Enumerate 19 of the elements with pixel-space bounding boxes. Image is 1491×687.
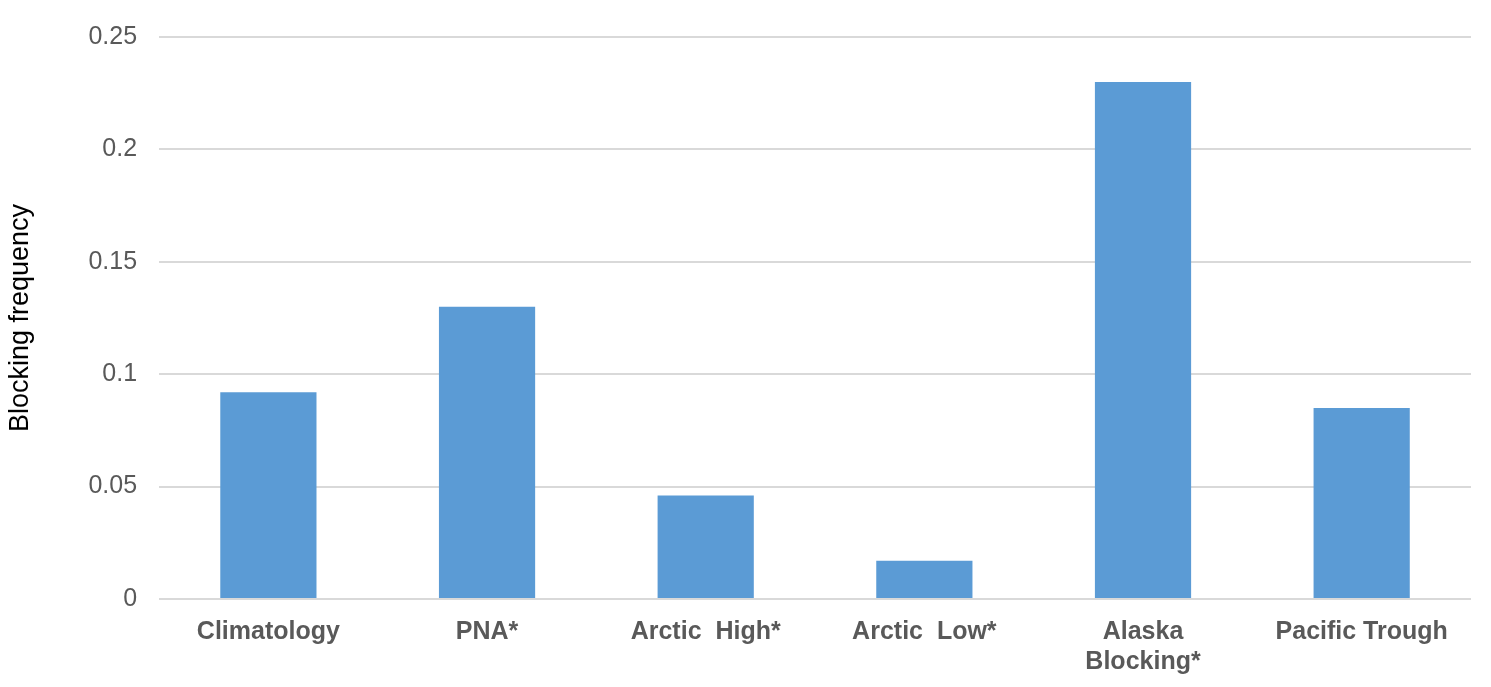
x-tick-label: Arctic High* xyxy=(630,615,781,644)
x-tick-label: Pacific Trough xyxy=(1275,615,1448,644)
bar xyxy=(657,495,754,598)
bar xyxy=(1313,407,1410,598)
bar xyxy=(1094,81,1192,598)
y-axis-title: Blocking frequency xyxy=(3,203,34,433)
y-tick-label: 0.05 xyxy=(88,470,138,499)
y-tick-label: 0.25 xyxy=(88,20,138,49)
x-tick-label: PNA* xyxy=(455,615,519,644)
x-tick-label: Arctic Low* xyxy=(852,615,997,644)
bar xyxy=(876,560,973,598)
x-tick-label: Alaska Blocking* xyxy=(1085,615,1201,674)
bar xyxy=(438,306,536,598)
y-tick-label: 0 xyxy=(123,582,138,611)
x-tick-label: Climatology xyxy=(196,615,341,644)
y-tick-label: 0.15 xyxy=(88,245,138,274)
bar xyxy=(220,392,317,598)
y-tick-label: 0.2 xyxy=(102,133,138,162)
y-tick-label: 0.1 xyxy=(102,358,138,387)
